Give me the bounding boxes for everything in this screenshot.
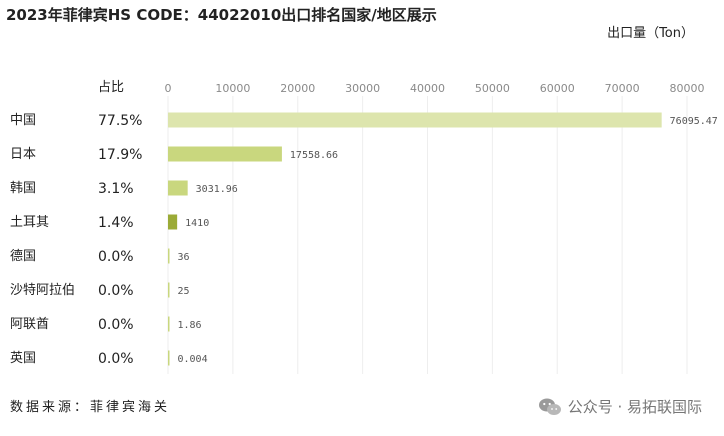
- category-label: 沙特阿拉伯: [10, 283, 75, 298]
- share-label: 0.0%: [98, 249, 134, 265]
- x-tick-label: 70000: [605, 82, 640, 95]
- bar: [168, 180, 188, 196]
- x-tick-label: 80000: [670, 82, 705, 95]
- bar: [168, 112, 662, 128]
- value-label: 0.004: [178, 354, 208, 365]
- chart-title: 2023年菲律宾HS CODE：44022010出口排名国家/地区展示: [6, 6, 437, 24]
- value-label: 3031.96: [196, 184, 238, 195]
- bar: [168, 316, 170, 332]
- value-label: 1.86: [178, 320, 202, 331]
- bar: [168, 282, 170, 298]
- bar: [168, 350, 170, 366]
- x-tick-label: 50000: [475, 82, 510, 95]
- category-label: 德国: [10, 249, 36, 264]
- category-label: 阿联酋: [10, 316, 49, 332]
- category-label: 土耳其: [10, 215, 49, 230]
- x-axis-unit-label: 出口量（Ton）: [607, 26, 694, 41]
- category-label: 中国: [10, 113, 36, 128]
- x-tick-label: 30000: [345, 82, 380, 95]
- x-tick-label: 20000: [280, 82, 315, 95]
- share-label: 0.0%: [98, 283, 134, 299]
- watermark: 公众号 · 易拓联国际: [538, 396, 702, 417]
- share-column-header: 占比: [98, 80, 125, 95]
- wechat-icon: [538, 398, 561, 415]
- share-label: 0.0%: [98, 351, 134, 367]
- category-label: 韩国: [10, 181, 36, 196]
- watermark-text: 公众号 · 易拓联国际: [567, 398, 702, 416]
- bar: [168, 214, 178, 230]
- value-label: 25: [178, 286, 190, 297]
- share-label: 0.0%: [98, 317, 134, 333]
- share-label: 1.4%: [98, 215, 134, 231]
- data-source-note: 数据来源：菲律宾海关: [10, 400, 171, 415]
- bar-chart: 0 10000 20000 30000 40000 50000 60000 70000 8000…: [10, 82, 718, 374]
- category-label: 英国: [10, 351, 36, 366]
- x-tick-label: 60000: [540, 82, 575, 95]
- share-label: 3.1%: [98, 181, 134, 197]
- share-label: 17.9%: [98, 147, 142, 163]
- x-tick-label: 0: [165, 82, 172, 95]
- value-label: 1410: [185, 218, 209, 229]
- x-tick-label: 40000: [410, 82, 445, 95]
- bar: [168, 146, 282, 162]
- share-label: 77.5%: [98, 113, 142, 129]
- value-label: 17558.66: [290, 150, 338, 161]
- value-label: 76095.47: [670, 116, 718, 127]
- category-label: 日本: [10, 147, 36, 162]
- x-tick-label: 10000: [215, 82, 250, 95]
- value-label: 36: [178, 252, 190, 263]
- bar: [168, 248, 170, 264]
